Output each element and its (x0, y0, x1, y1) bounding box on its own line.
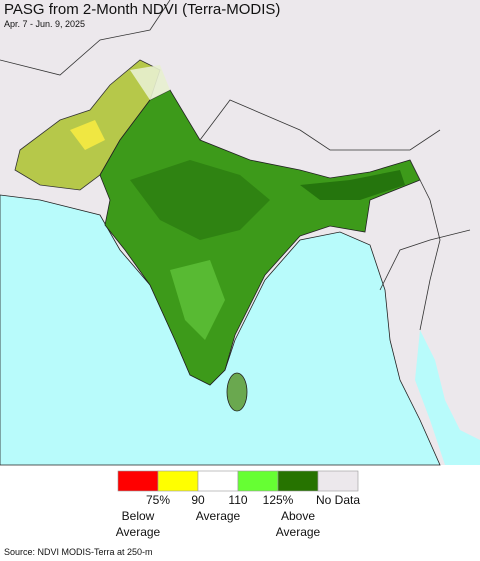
legend-swatch (317, 470, 359, 492)
dry-patch (70, 120, 105, 150)
legend-group-label: Average (276, 525, 321, 539)
source: Source: NDVI MODIS-Terra at 250-m (4, 547, 153, 557)
ocean (0, 194, 441, 466)
vegetation-patch (130, 160, 270, 240)
legend-no-data: No Data (316, 493, 360, 507)
legend-tick-label: 110 (228, 493, 247, 507)
ocean-east (415, 330, 480, 465)
legend-group-label: Below (122, 509, 155, 523)
vegetation-patch (170, 260, 225, 340)
legend-tick-label: 90 (191, 493, 205, 507)
dry-patch (130, 65, 170, 100)
map (0, 0, 480, 466)
legend-swatch (237, 470, 279, 492)
legend-swatch (117, 470, 159, 492)
date: Apr. 7 - Jun. 9, 2025 (4, 19, 85, 29)
legend-group-label: Above (281, 509, 315, 523)
legend-tick-label: 75% (146, 493, 170, 507)
vegetation-patch (300, 170, 405, 200)
legend-swatch (197, 470, 239, 492)
legend-swatch (277, 470, 319, 492)
sri-lanka (226, 372, 248, 412)
title: PASG from 2-Month NDVI (Terra-MODIS) (4, 1, 280, 18)
legend-tick-label: 125% (263, 493, 294, 507)
legend-group-label: Average (196, 509, 241, 523)
legend-group-label: Average (116, 525, 161, 539)
legend-swatch (157, 470, 199, 492)
legend: 75% 90 110 125% No Data Below Average Average Ab… (116, 470, 360, 539)
borders (0, 0, 471, 331)
